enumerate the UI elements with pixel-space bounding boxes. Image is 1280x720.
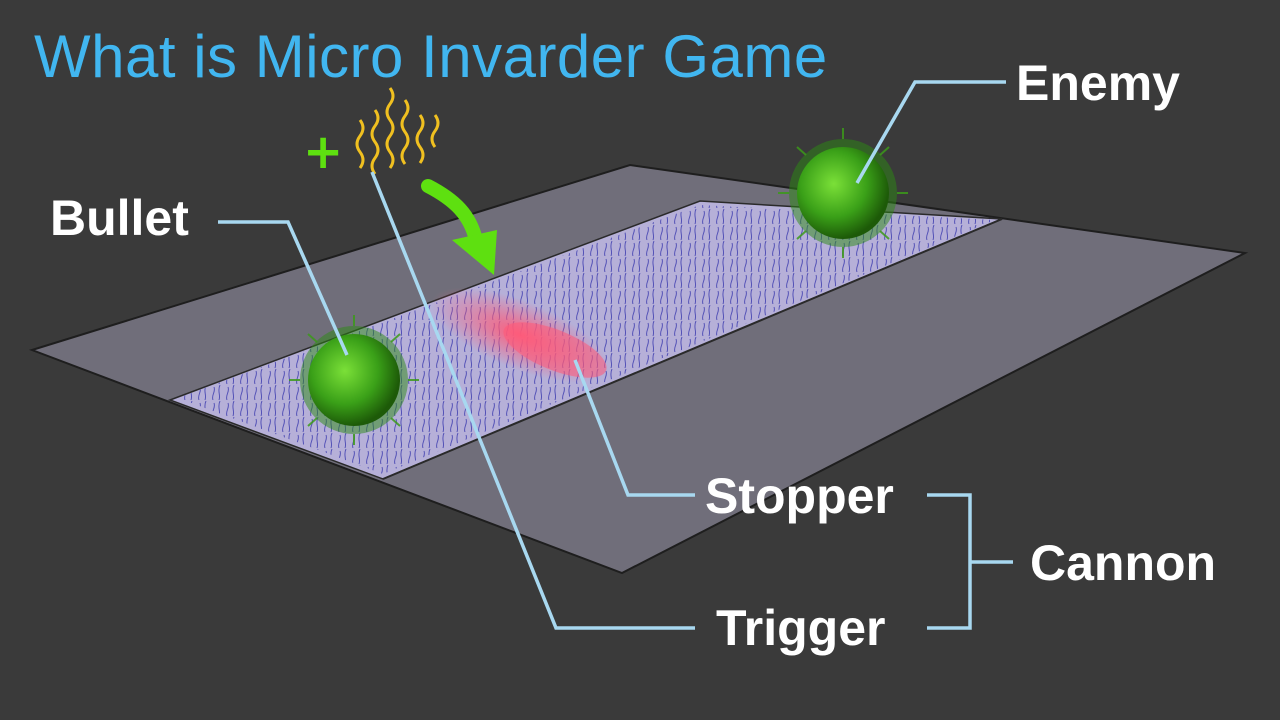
stopper-label: Stopper	[705, 468, 894, 524]
stopper-zone	[431, 287, 609, 383]
bullet-sphere	[289, 315, 419, 445]
leader-lines	[218, 80, 1013, 630]
bullet-leader-line	[218, 220, 349, 356]
stopper-leader-line	[573, 359, 695, 497]
trigger-molecules	[355, 87, 440, 175]
trigger-plus-symbol: +	[303, 124, 343, 180]
enemy-sphere	[778, 128, 908, 258]
cannon-bracket	[927, 493, 972, 630]
page-title: What is Micro Invarder Game	[34, 23, 828, 90]
enemy-leader-line	[855, 80, 1006, 184]
enemy-label: Enemy	[1016, 55, 1180, 111]
trigger-leader-line	[370, 171, 695, 630]
trigger-label: Trigger	[716, 600, 886, 656]
cannon-label: Cannon	[1030, 535, 1217, 591]
trigger-arrow-icon	[421, 179, 497, 275]
bullet-label: Bullet	[50, 190, 189, 246]
